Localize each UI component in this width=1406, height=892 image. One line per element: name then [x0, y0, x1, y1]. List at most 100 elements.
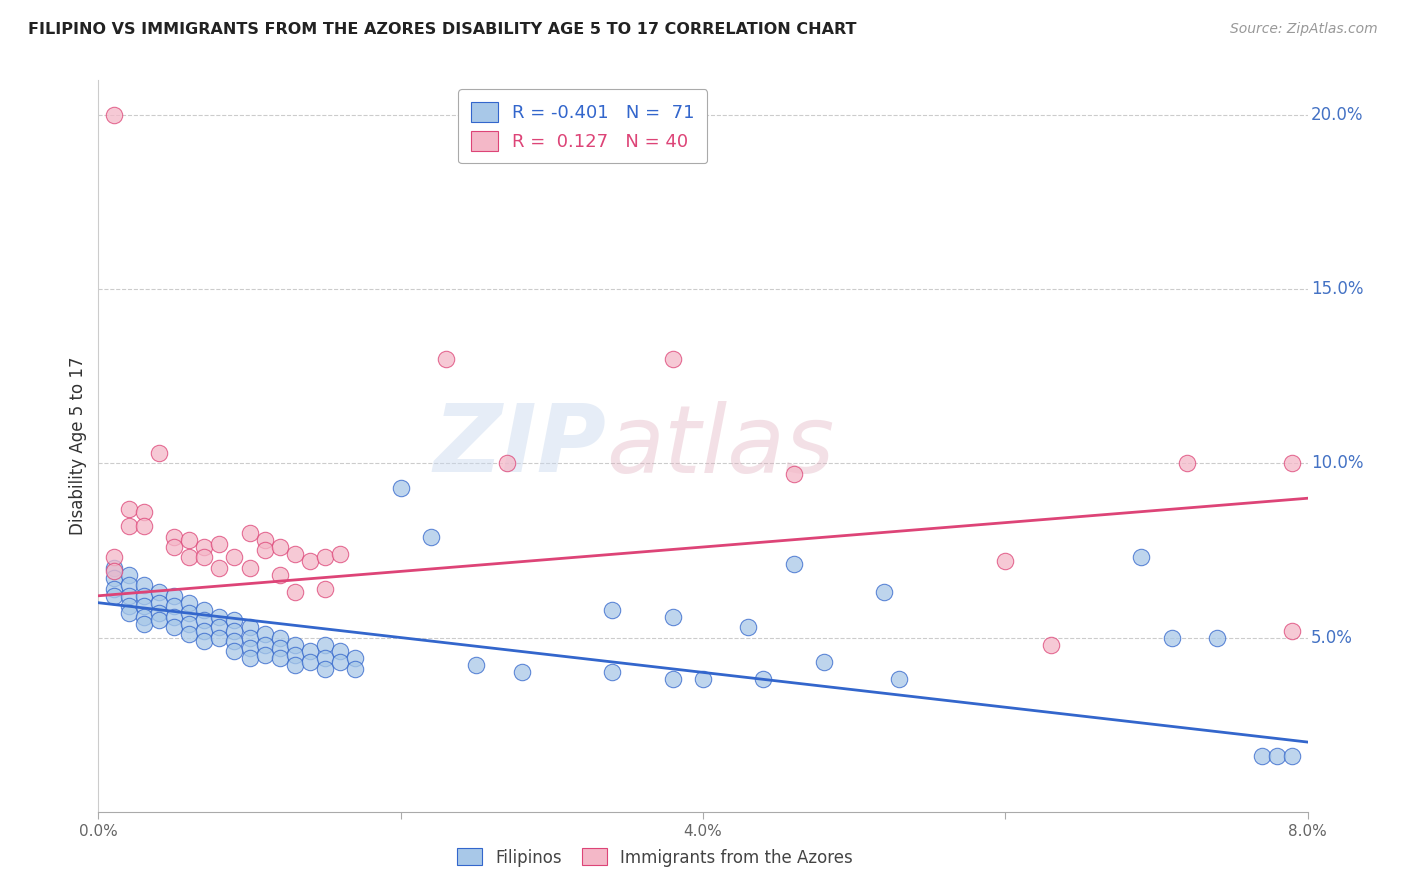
- Point: [1130, 550, 1153, 565]
- Point: [510, 665, 533, 680]
- Point: [239, 631, 262, 645]
- Point: [873, 585, 896, 599]
- Point: [193, 634, 215, 648]
- Point: [329, 644, 352, 658]
- Point: [208, 561, 231, 575]
- Point: [179, 533, 201, 547]
- Point: [284, 658, 307, 673]
- Point: [224, 613, 246, 627]
- Point: [103, 565, 125, 579]
- Point: [299, 554, 322, 568]
- Point: [118, 589, 141, 603]
- Point: [163, 540, 186, 554]
- Point: [782, 558, 804, 572]
- Text: 20.0%: 20.0%: [1312, 106, 1364, 124]
- Point: [344, 651, 367, 665]
- Point: [224, 644, 246, 658]
- Point: [193, 550, 215, 565]
- Point: [118, 578, 141, 592]
- Point: [269, 631, 291, 645]
- Text: 15.0%: 15.0%: [1312, 280, 1364, 298]
- Point: [179, 596, 201, 610]
- Point: [1281, 624, 1303, 638]
- Point: [179, 616, 201, 631]
- Point: [269, 540, 291, 554]
- Point: [163, 530, 186, 544]
- Point: [103, 550, 125, 565]
- Point: [132, 578, 155, 592]
- Point: [329, 655, 352, 669]
- Point: [103, 561, 125, 575]
- Point: [299, 644, 322, 658]
- Text: 10.0%: 10.0%: [1312, 454, 1364, 473]
- Point: [269, 640, 291, 655]
- Point: [103, 589, 125, 603]
- Point: [1175, 457, 1198, 471]
- Point: [132, 589, 155, 603]
- Point: [782, 467, 804, 481]
- Point: [314, 582, 336, 596]
- Point: [193, 613, 215, 627]
- Point: [1281, 749, 1303, 764]
- Point: [253, 627, 276, 641]
- Point: [1265, 749, 1288, 764]
- Point: [994, 554, 1017, 568]
- Point: [661, 351, 683, 366]
- Point: [284, 585, 307, 599]
- Point: [239, 620, 262, 634]
- Point: [132, 599, 155, 614]
- Point: [329, 547, 352, 561]
- Point: [208, 620, 231, 634]
- Point: [148, 585, 170, 599]
- Point: [163, 599, 186, 614]
- Point: [314, 651, 336, 665]
- Point: [813, 655, 835, 669]
- Point: [314, 550, 336, 565]
- Text: Source: ZipAtlas.com: Source: ZipAtlas.com: [1230, 22, 1378, 37]
- Point: [148, 446, 170, 460]
- Point: [314, 638, 336, 652]
- Point: [465, 658, 488, 673]
- Point: [239, 651, 262, 665]
- Point: [208, 609, 231, 624]
- Point: [1251, 749, 1274, 764]
- Point: [269, 651, 291, 665]
- Point: [163, 589, 186, 603]
- Point: [253, 533, 276, 547]
- Point: [284, 648, 307, 662]
- Point: [103, 571, 125, 585]
- Point: [1160, 631, 1182, 645]
- Point: [132, 616, 155, 631]
- Point: [284, 638, 307, 652]
- Point: [118, 519, 141, 533]
- Point: [1039, 638, 1062, 652]
- Point: [179, 606, 201, 620]
- Point: [208, 536, 231, 550]
- Point: [118, 599, 141, 614]
- Point: [179, 627, 201, 641]
- Point: [193, 624, 215, 638]
- Point: [179, 550, 201, 565]
- Point: [602, 603, 624, 617]
- Point: [193, 540, 215, 554]
- Point: [148, 613, 170, 627]
- Text: ZIP: ZIP: [433, 400, 606, 492]
- Point: [103, 582, 125, 596]
- Point: [253, 638, 276, 652]
- Point: [284, 547, 307, 561]
- Point: [224, 550, 246, 565]
- Point: [314, 662, 336, 676]
- Point: [239, 526, 262, 541]
- Legend: Filipinos, Immigrants from the Azores: Filipinos, Immigrants from the Azores: [447, 838, 863, 877]
- Point: [737, 620, 759, 634]
- Y-axis label: Disability Age 5 to 17: Disability Age 5 to 17: [69, 357, 87, 535]
- Point: [224, 624, 246, 638]
- Text: atlas: atlas: [606, 401, 835, 491]
- Point: [239, 640, 262, 655]
- Point: [193, 603, 215, 617]
- Point: [419, 530, 441, 544]
- Point: [389, 481, 412, 495]
- Point: [163, 609, 186, 624]
- Point: [434, 351, 457, 366]
- Point: [253, 648, 276, 662]
